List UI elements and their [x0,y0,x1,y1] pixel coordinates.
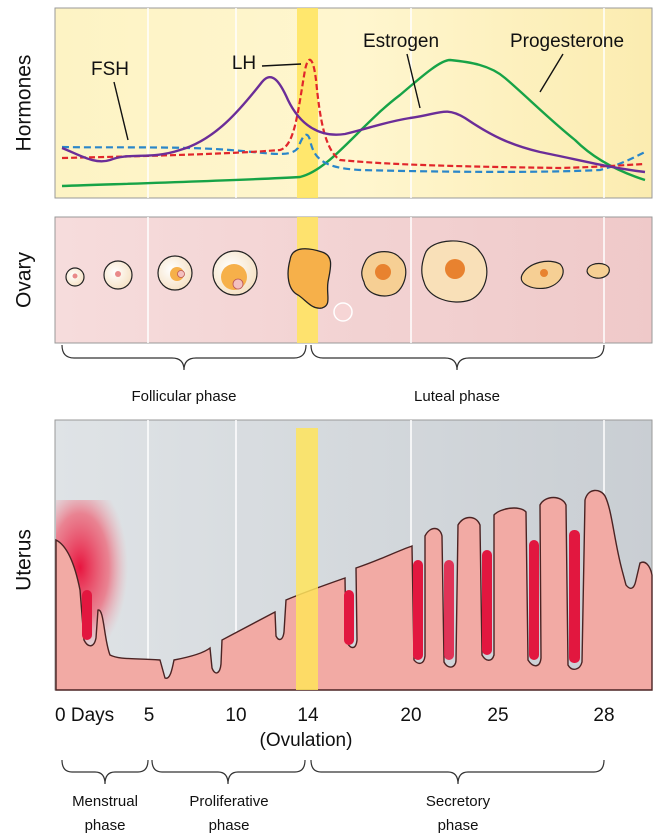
day-label: 20 [400,705,421,726]
phase-label: phase [438,817,479,834]
phase-label: Menstrual [72,793,138,810]
brace [310,344,605,371]
corpus-luteum-core [375,264,391,280]
oocyte [115,271,121,277]
ovulation-band [297,8,318,198]
leader-line [539,53,564,93]
endometrium [55,489,653,691]
gland [569,530,580,663]
brace [151,759,306,785]
brace [310,759,605,785]
phase-label: phase [209,817,250,834]
corpus-albicans [586,262,610,279]
ovulation-label: (Ovulation) [260,730,353,751]
released-ovum [333,302,353,322]
panel-label: Uterus [13,529,36,591]
ovulation-band [296,428,318,690]
leader-line [406,53,421,109]
hormones-panel: FSH LH Estrogen Progesterone [54,7,653,199]
phase-label: Follicular phase [131,388,236,405]
day-label: 14 [297,705,319,726]
day-label: 25 [487,705,508,726]
gland [344,590,354,645]
gland [82,590,92,640]
day-label: 0 Days [55,705,114,726]
gland [482,550,492,655]
panel-label: Hormones [13,55,36,152]
brace [61,759,149,785]
brace [61,344,307,371]
curve-label: Progesterone [510,31,624,52]
phase-label: Proliferative [189,793,268,810]
phase-label: phase [85,817,126,834]
gland [444,560,454,660]
fsh-curve [61,133,646,173]
progesterone-curve [61,58,646,188]
day-label: 28 [593,705,614,726]
day-label: 5 [144,705,155,726]
oocyte [232,278,244,290]
day-label: 10 [225,705,246,726]
lh-curve [61,58,646,170]
gland [413,560,423,660]
panel-label: Ovary [13,252,36,309]
corpus-luteum-core [445,259,465,279]
leader-line [261,63,302,67]
ruptured-follicle [287,248,332,309]
panel-background [54,216,653,344]
phase-label: Luteal phase [414,388,500,405]
uterus-panel [54,419,653,691]
estrogen-curve [61,76,646,174]
phase-label: Secretory [426,793,491,810]
ovary-panel [54,216,653,344]
gland [529,540,539,660]
curve-label: FSH [91,59,129,80]
leader-line [113,81,129,141]
oocyte [177,270,185,278]
oocyte [72,273,78,279]
curve-label: Estrogen [363,31,439,52]
panel-background [54,7,653,199]
corpus-luteum-core [540,269,548,277]
curve-label: LH [232,53,256,74]
